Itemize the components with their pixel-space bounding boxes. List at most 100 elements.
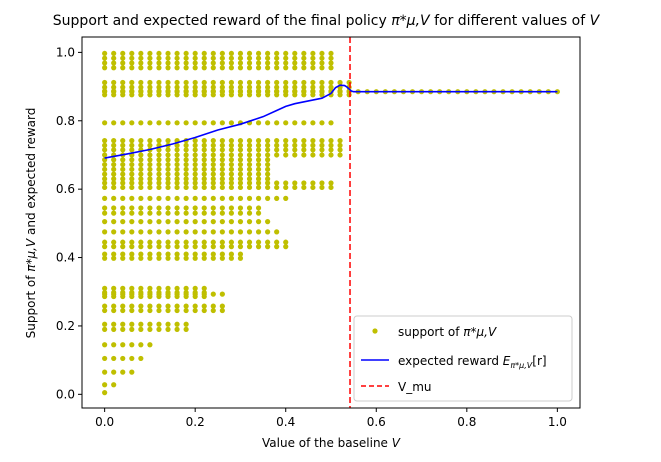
support-point <box>328 79 334 86</box>
support-point <box>165 55 171 61</box>
support-point <box>156 180 162 186</box>
support-point <box>228 120 234 126</box>
support-point <box>310 55 316 61</box>
support-point <box>246 152 253 158</box>
support-point <box>283 50 289 57</box>
support-point <box>265 166 271 172</box>
support-point <box>120 195 126 201</box>
support-point <box>138 219 144 225</box>
support-point <box>111 60 117 66</box>
support-point <box>138 184 144 191</box>
support-point <box>237 184 244 191</box>
support-point <box>255 147 262 153</box>
support-point <box>201 142 207 148</box>
support-point <box>201 255 207 261</box>
support-point <box>102 307 108 314</box>
x-axis-ticks: 0.0 0.2 0.4 0.6 0.8 1.0 <box>95 408 567 429</box>
support-point <box>111 307 117 314</box>
support-point <box>246 219 253 225</box>
support-point <box>201 239 207 245</box>
support-point <box>255 171 262 177</box>
support-point <box>246 229 253 235</box>
support-point <box>265 171 271 177</box>
x-axis-label: Value of the baseline V <box>262 436 401 450</box>
support-point <box>156 205 162 211</box>
legend-support-label: support of π*μ,V <box>398 325 497 339</box>
support-point <box>328 60 334 66</box>
support-point <box>156 60 162 66</box>
support-point <box>120 147 126 153</box>
support-point <box>156 89 162 95</box>
support-point <box>210 219 216 225</box>
support-point <box>319 142 325 148</box>
support-point <box>174 79 180 86</box>
support-point <box>102 55 108 61</box>
y-tick-label: 0.8 <box>56 114 75 128</box>
support-point <box>102 89 108 95</box>
support-point <box>138 210 144 216</box>
support-point <box>183 176 189 182</box>
support-point <box>192 60 198 66</box>
support-point <box>237 244 244 250</box>
support-point <box>219 229 225 235</box>
support-point <box>120 84 126 90</box>
support-point <box>138 89 144 95</box>
support-point <box>156 138 162 144</box>
support-point <box>219 55 225 61</box>
support-point <box>246 142 253 148</box>
support-point <box>210 138 216 144</box>
support-point <box>183 60 189 66</box>
support-point <box>201 251 207 257</box>
support-point <box>219 138 225 144</box>
support-point <box>174 210 180 216</box>
support-point <box>120 180 126 186</box>
support-point <box>138 65 144 71</box>
support-point <box>111 89 117 95</box>
support-point <box>274 60 280 66</box>
support-point <box>183 303 189 309</box>
support-point <box>111 342 117 348</box>
support-point <box>274 79 280 86</box>
support-point <box>310 79 316 86</box>
support-point <box>246 205 253 211</box>
support-point <box>228 180 234 186</box>
support-point <box>138 244 144 250</box>
support-point <box>165 219 171 225</box>
support-point <box>129 157 135 163</box>
support-point <box>319 184 325 191</box>
support-point <box>210 79 216 86</box>
support-point <box>120 161 126 168</box>
support-point <box>255 65 262 71</box>
support-point <box>201 229 207 235</box>
support-point <box>201 147 207 153</box>
support-point <box>237 79 244 86</box>
support-point <box>111 195 117 201</box>
support-point <box>156 291 162 297</box>
support-point <box>210 171 216 177</box>
support-point <box>156 251 162 257</box>
support-point <box>219 180 225 186</box>
support-point <box>292 180 298 186</box>
support-point <box>292 147 298 153</box>
support-point <box>111 369 117 375</box>
support-point <box>328 65 334 71</box>
support-point <box>174 239 180 245</box>
support-point <box>192 120 198 126</box>
support-point <box>192 205 198 211</box>
support-point <box>165 161 171 168</box>
support-point <box>246 157 253 163</box>
support-point <box>328 184 334 191</box>
support-point <box>228 65 234 71</box>
support-point <box>283 152 289 158</box>
support-point <box>337 152 343 158</box>
support-point <box>283 120 289 126</box>
support-point <box>265 180 271 186</box>
support-point <box>237 166 244 172</box>
support-point <box>102 285 108 291</box>
support-point <box>192 65 198 71</box>
legend-expected-reward-label: expected reward Eπ*μ,V[r] <box>398 354 547 370</box>
support-point <box>274 180 280 186</box>
y-tick-label: 0.0 <box>56 387 75 401</box>
support-point <box>201 84 207 90</box>
support-point <box>274 152 280 158</box>
